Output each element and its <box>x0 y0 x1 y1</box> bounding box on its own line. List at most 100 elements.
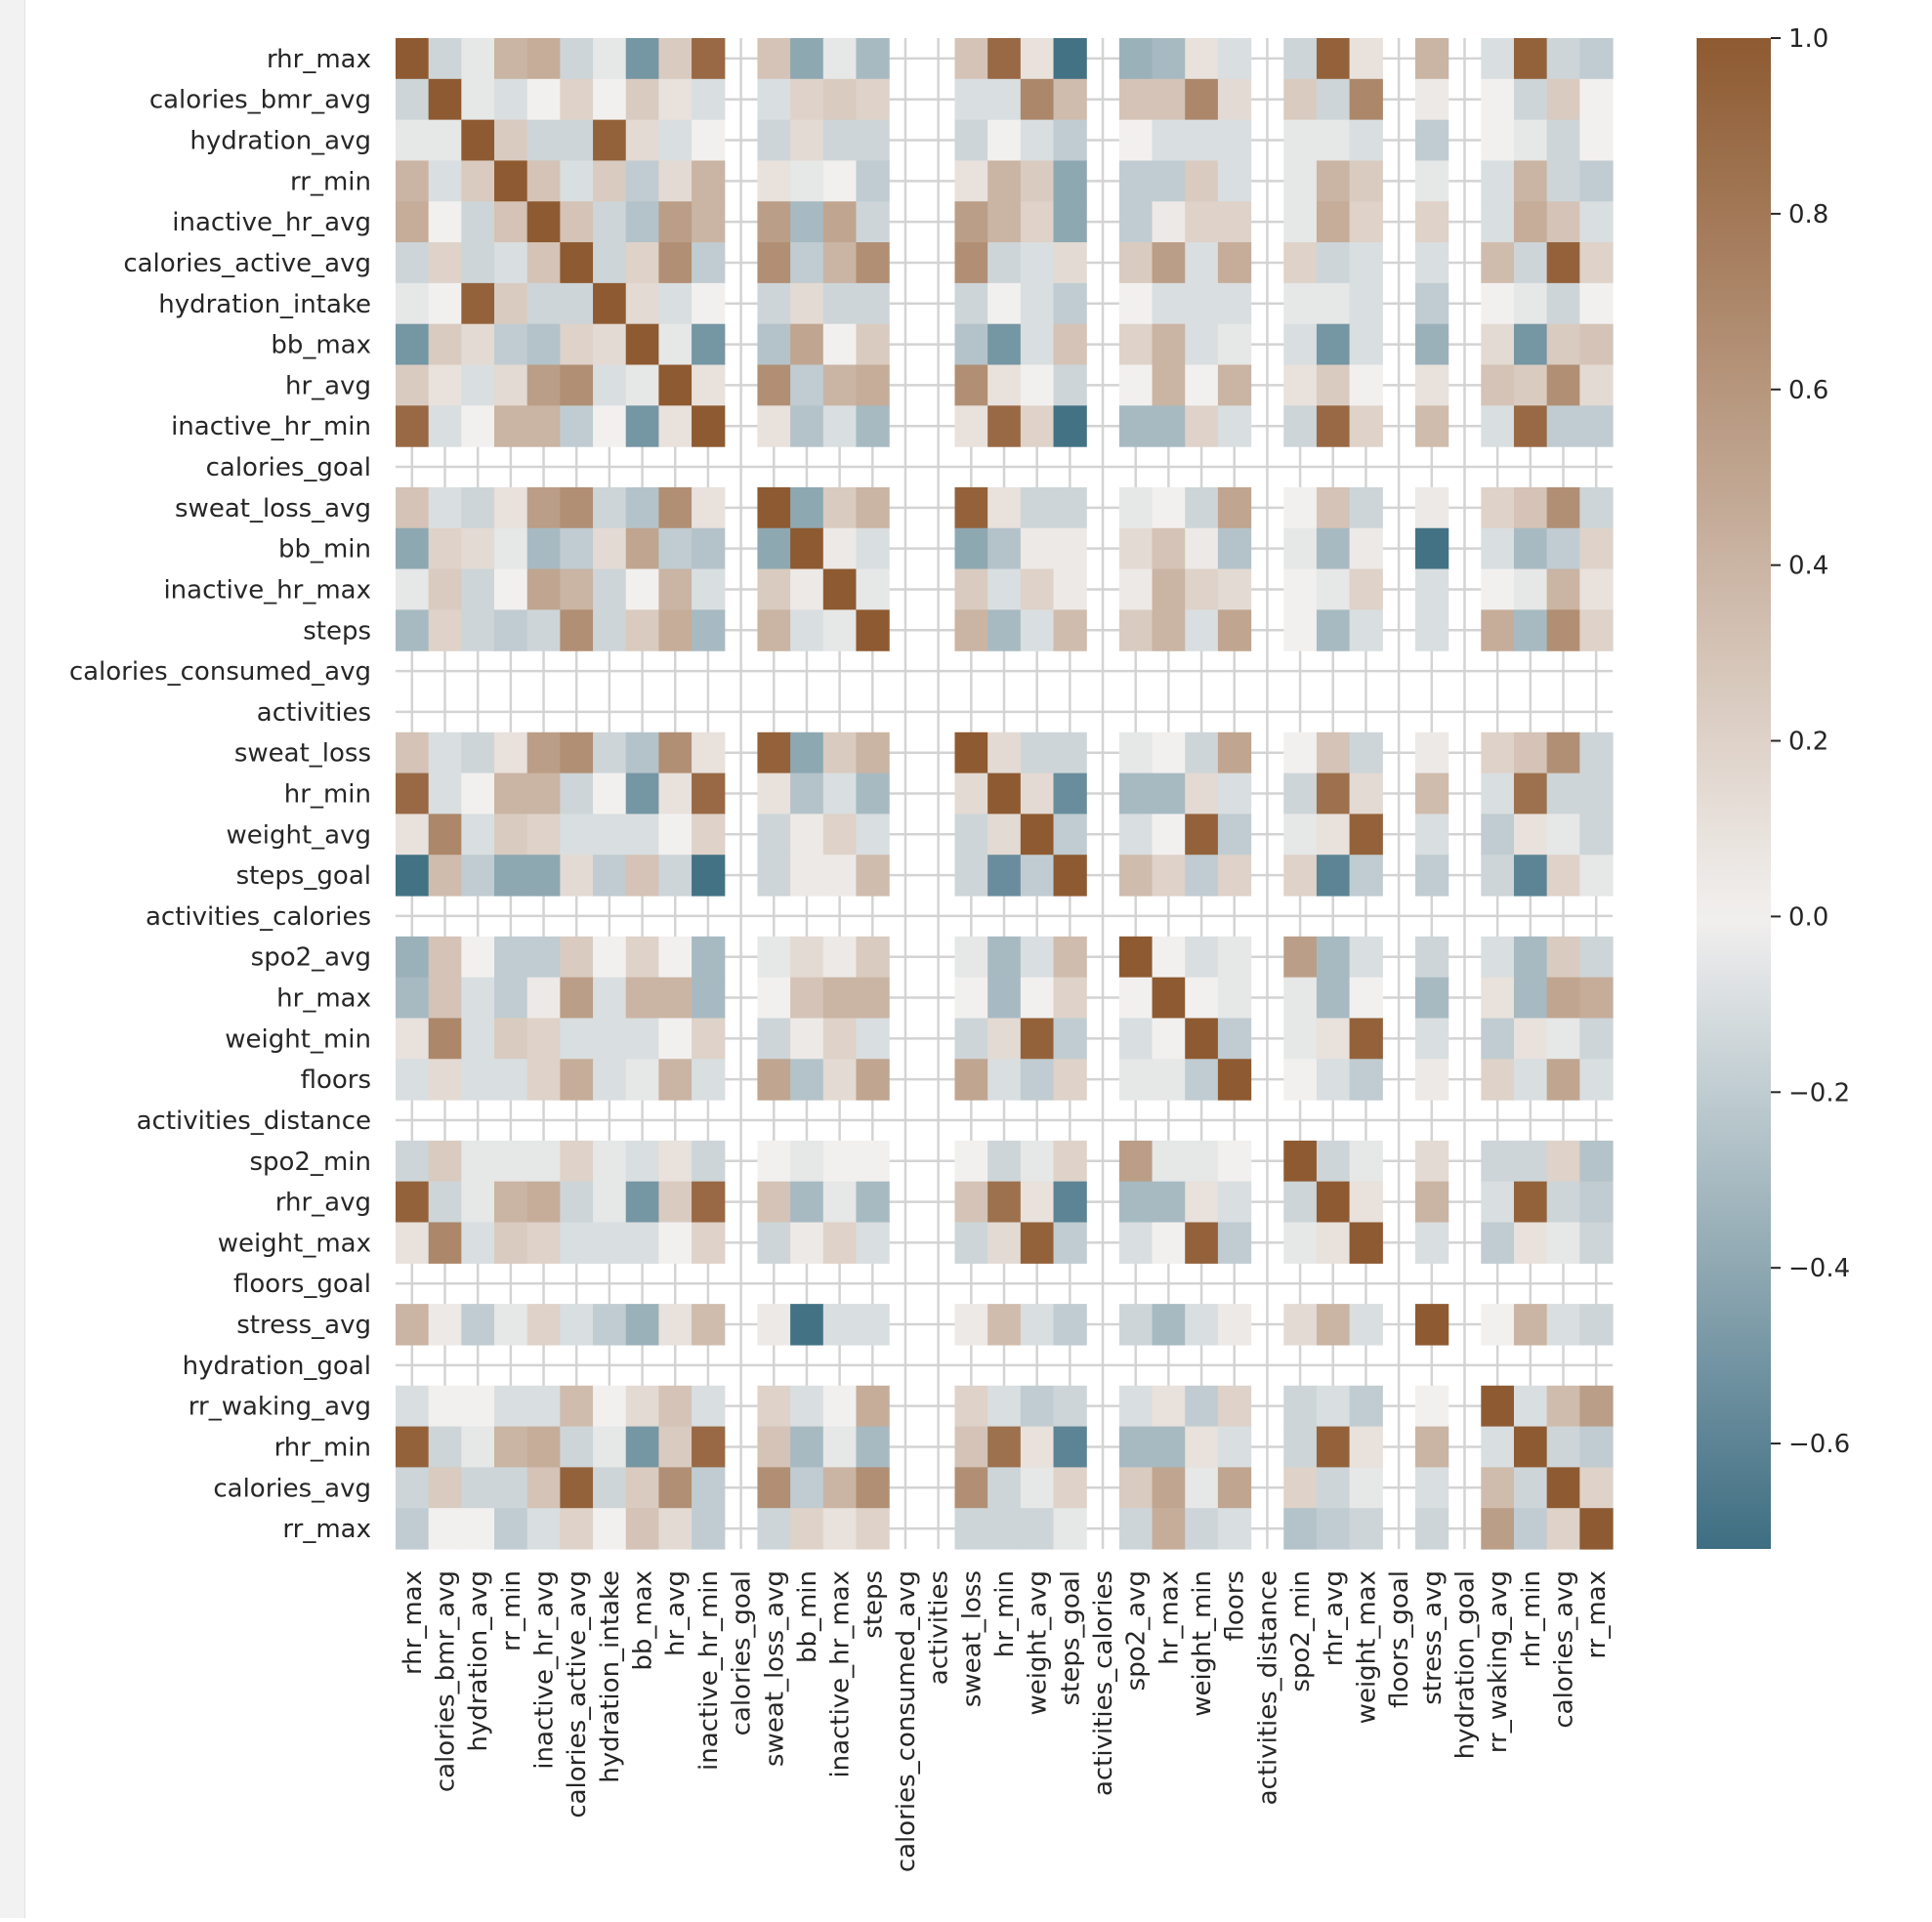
heatmap-cell <box>757 1018 791 1060</box>
heatmap-cell <box>1283 1222 1318 1264</box>
heatmap-cell <box>1118 323 1154 366</box>
heatmap-cell <box>658 1222 693 1264</box>
heatmap-cell <box>461 364 495 406</box>
heatmap-cell <box>1414 323 1449 366</box>
heatmap-cell <box>1020 1304 1055 1346</box>
heatmap-cell <box>1020 242 1055 284</box>
heatmap-cell <box>1481 977 1515 1020</box>
heatmap-cell <box>494 814 528 856</box>
heatmap-cell <box>1283 936 1318 979</box>
heatmap-cell <box>526 568 561 610</box>
heatmap-cell <box>822 814 858 856</box>
heatmap-cell <box>987 1140 1022 1183</box>
heatmap-cell <box>856 773 890 815</box>
heatmap-cell <box>396 364 430 406</box>
heatmap-cell <box>987 1508 1022 1550</box>
heatmap-cell <box>1349 568 1383 610</box>
heatmap-cell <box>954 1140 988 1183</box>
heatmap-cell <box>658 242 693 284</box>
heatmap-cell <box>1118 1304 1154 1346</box>
heatmap-cell <box>1020 1385 1055 1428</box>
heatmap-cell <box>1316 1140 1351 1183</box>
heatmap-cell <box>987 486 1022 529</box>
heatmap-cell <box>790 38 824 80</box>
heatmap-cell <box>1053 119 1087 162</box>
heatmap-cell <box>987 1304 1022 1346</box>
heatmap-cell <box>461 977 495 1020</box>
heatmap-cell <box>428 486 462 529</box>
heatmap-cell <box>593 78 627 121</box>
heatmap-cell <box>1118 38 1154 80</box>
heatmap-cell <box>461 936 495 979</box>
heatmap-cell <box>658 201 693 243</box>
heatmap-cell <box>987 1385 1022 1428</box>
heatmap-cell <box>954 609 988 651</box>
heatmap-cell <box>625 568 660 610</box>
heatmap-cell <box>1513 1140 1548 1183</box>
heatmap-cell <box>593 814 627 856</box>
heatmap-cell <box>1579 160 1614 202</box>
heatmap-cell <box>1579 1059 1614 1101</box>
heatmap-cell <box>1579 364 1614 406</box>
heatmap-cell <box>987 1181 1022 1224</box>
heatmap-cell <box>1513 282 1548 325</box>
heatmap-cell <box>1546 364 1580 406</box>
heatmap-cell <box>396 78 430 121</box>
heatmap-cell <box>1579 609 1614 651</box>
heatmap-cell <box>1152 977 1186 1020</box>
column-tick-label: rhr_max <box>399 1570 428 1675</box>
heatmap-cell <box>757 855 791 897</box>
heatmap-cell <box>526 1508 561 1550</box>
heatmap-cell <box>593 568 627 610</box>
column-tick-label: calories_bmr_avg <box>432 1570 461 1792</box>
heatmap-cell <box>428 1467 462 1509</box>
heatmap-cell <box>593 1059 627 1101</box>
heatmap-cell <box>1283 364 1318 406</box>
heatmap-cell <box>1579 1140 1614 1183</box>
heatmap-cell <box>396 1467 430 1509</box>
heatmap-cell <box>954 814 988 856</box>
column-tick-label: hr_max <box>1155 1570 1184 1665</box>
heatmap-cell <box>1185 160 1219 202</box>
heatmap-cell <box>757 242 791 284</box>
heatmap-cell <box>1283 1140 1318 1183</box>
heatmap-cell <box>1414 1222 1449 1264</box>
column-tick-label: rr_max <box>1582 1570 1612 1659</box>
heatmap-cell <box>1283 486 1318 529</box>
heatmap-cell <box>1513 1426 1548 1468</box>
heatmap-cell <box>1152 731 1186 774</box>
heatmap-cell <box>1020 38 1055 80</box>
heatmap-cell <box>1283 1508 1318 1550</box>
heatmap-cell <box>658 814 693 856</box>
heatmap-cell <box>625 773 660 815</box>
heatmap-cell <box>1546 323 1580 366</box>
heatmap-cell <box>1349 160 1383 202</box>
heatmap-cell <box>1349 1508 1383 1550</box>
heatmap-cell <box>1283 1467 1318 1509</box>
column-tick-label: calories_avg <box>1549 1570 1578 1729</box>
column-tick-label: bb_max <box>629 1570 658 1671</box>
heatmap-cell <box>1118 242 1154 284</box>
heatmap-cell <box>428 78 462 121</box>
heatmap-cell <box>1020 1222 1055 1264</box>
heatmap-cell <box>954 282 988 325</box>
heatmap-cell <box>396 119 430 162</box>
heatmap-cell <box>822 609 858 651</box>
heatmap-cell <box>822 977 858 1020</box>
heatmap-cell <box>1349 609 1383 651</box>
heatmap-cell <box>1185 405 1219 447</box>
heatmap-cell <box>428 282 462 325</box>
heatmap-cell <box>757 936 791 979</box>
heatmap-cell <box>1579 1222 1614 1264</box>
heatmap-cell <box>856 1181 890 1224</box>
heatmap-cell <box>1152 1018 1186 1060</box>
column-tick-label: activities <box>925 1570 954 1685</box>
heatmap-cell <box>428 855 462 897</box>
heatmap-cell <box>1185 1181 1219 1224</box>
row-tick-label: calories_active_avg <box>123 249 371 278</box>
heatmap-cell <box>1579 936 1614 979</box>
heatmap-cell <box>1185 38 1219 80</box>
heatmap-cell <box>494 731 528 774</box>
heatmap-cell <box>1118 1385 1154 1428</box>
heatmap-cell <box>461 1467 495 1509</box>
